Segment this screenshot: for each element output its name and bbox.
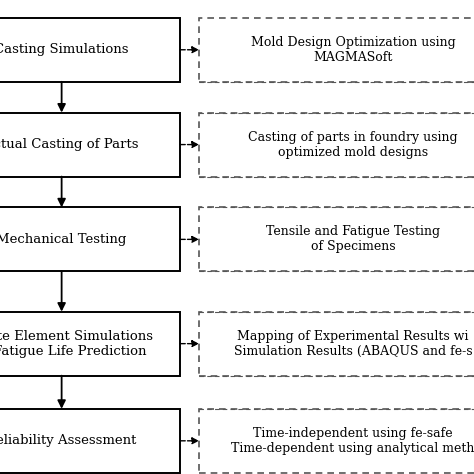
Text: Mold Design Optimization using
MAGMASoft: Mold Design Optimization using MAGMASoft	[251, 36, 456, 64]
Text: Casting of parts in foundry using
optimized mold designs: Casting of parts in foundry using optimi…	[248, 130, 458, 159]
Bar	[0, 18, 180, 82]
Bar	[199, 18, 474, 82]
Text: Tensile and Fatigue Testing
of Specimens: Tensile and Fatigue Testing of Specimens	[266, 225, 440, 254]
Bar	[0, 312, 180, 375]
Text: Reliability Assessment: Reliability Assessment	[0, 434, 137, 447]
Text: Time-independent using fe-safe
Time-dependent using analytical meth: Time-independent using fe-safe Time-depe…	[231, 427, 474, 455]
Bar	[199, 208, 474, 271]
Text: Mechanical Testing: Mechanical Testing	[0, 233, 127, 246]
Bar	[0, 208, 180, 271]
Text: Finite Element Simulations
& Fatigue Life Prediction: Finite Element Simulations & Fatigue Lif…	[0, 329, 153, 358]
Text: Casting Simulations: Casting Simulations	[0, 43, 129, 56]
Bar	[199, 409, 474, 473]
Bar	[0, 409, 180, 473]
Bar	[199, 113, 474, 177]
Text: Actual Casting of Parts: Actual Casting of Parts	[0, 138, 139, 151]
Bar	[0, 113, 180, 177]
Text: Mapping of Experimental Results wi
Simulation Results (ABAQUS and fe-s: Mapping of Experimental Results wi Simul…	[234, 329, 473, 358]
Bar	[199, 312, 474, 375]
